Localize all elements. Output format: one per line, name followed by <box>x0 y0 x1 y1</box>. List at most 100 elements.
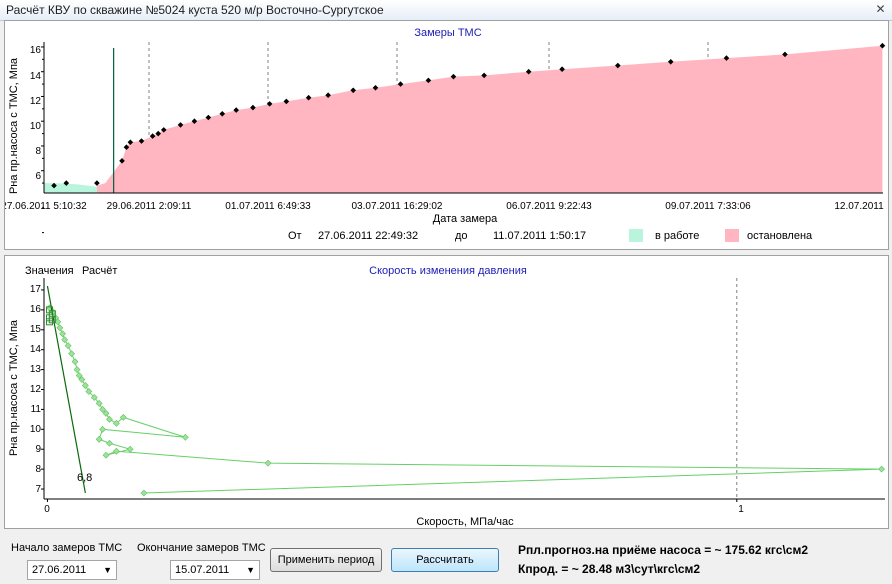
tms-data-point <box>219 110 226 117</box>
rate-data-point <box>85 388 93 395</box>
regression-line <box>46 285 86 494</box>
running-area <box>44 183 97 193</box>
tms-data-point <box>425 77 432 84</box>
tms-data-point <box>450 73 457 80</box>
forecast-pressure-result: Рпл.прогноз.на приёме насоса = ~ 175.62 … <box>518 543 808 557</box>
rate-y-tick: 10 <box>30 424 42 435</box>
tms-data-point <box>525 68 532 75</box>
title-bar: Расчёт КВУ по скважине №5024 куста 520 м… <box>0 0 892 21</box>
selected-point-marker <box>46 306 54 314</box>
close-icon[interactable]: ✕ <box>875 2 886 16</box>
tms-data-point <box>305 94 312 101</box>
period-to-value: 11.07.2011 1:50:17 <box>493 230 586 242</box>
rate-data-point <box>71 358 79 366</box>
start-date-picker[interactable]: 27.06.2011 ▼ <box>27 560 117 580</box>
rate-data-point <box>75 372 83 379</box>
rate-y-tick: 14 <box>30 344 42 355</box>
tms-data-point <box>250 104 256 111</box>
legend-label-stopped: остановлена <box>747 230 813 242</box>
rate-data-point <box>59 330 67 338</box>
tms-y-tick: 14 <box>30 71 42 82</box>
tms-axes <box>41 42 883 234</box>
legend-swatch-stopped <box>725 229 739 242</box>
tms-data-point <box>283 98 290 105</box>
tms-chart-panel: Замеры ТМС Рна пр.насоса с ТМС, Мпа Дата… <box>4 20 889 250</box>
rate-data-point <box>264 459 272 467</box>
rate-data-point <box>54 318 62 326</box>
tms-data-point <box>177 122 184 128</box>
period-from-label: От <box>288 230 302 242</box>
tms-data-point <box>63 180 70 186</box>
legend-label-running: в работе <box>655 230 699 242</box>
start-date-label: Начало замеров ТМС <box>11 542 123 554</box>
end-date-picker[interactable]: 15.07.2011 ▼ <box>170 560 260 580</box>
rate-data-point <box>90 394 98 401</box>
stopped-area <box>96 45 883 193</box>
tms-data-point <box>119 158 125 164</box>
rate-x-tick: 1 <box>738 504 744 515</box>
tms-y-tick: 6 <box>35 171 41 182</box>
tms-data-point <box>191 118 198 125</box>
rate-data-point <box>112 447 120 455</box>
chevron-down-icon[interactable]: ▼ <box>103 565 112 575</box>
tms-data-point <box>615 62 621 69</box>
rate-chart-title: Скорость изменения давления <box>369 265 527 277</box>
tms-data-point <box>138 138 145 144</box>
tms-y-tick: 12 <box>30 96 42 107</box>
rate-y-tick: 9 <box>35 444 41 455</box>
tms-data-point <box>667 59 674 65</box>
rate-y-tick: 13 <box>30 364 42 375</box>
rate-data-point <box>99 425 107 433</box>
rate-data-point <box>112 419 120 427</box>
rate-data-point <box>73 366 81 374</box>
tms-y-tick: 8 <box>35 146 41 157</box>
rate-y-tick: 12 <box>30 384 42 395</box>
rate-data-point <box>64 342 72 350</box>
rate-y-tick: 15 <box>30 324 42 335</box>
rate-data-point <box>78 376 86 383</box>
calc-column-label: Расчёт <box>82 265 117 277</box>
rate-y-tick: 8 <box>35 464 41 475</box>
rate-data-point <box>68 350 75 358</box>
end-date-value: 15.07.2011 <box>175 564 230 576</box>
window-title: Расчёт КВУ по скважине №5024 куста 520 м… <box>6 3 384 17</box>
tms-y-tick: 16 <box>30 45 42 56</box>
rate-y-tick: 16 <box>30 304 42 315</box>
rate-data-point <box>95 435 103 443</box>
rate-series <box>46 285 885 497</box>
tms-x-tick: 29.06.2011 2:09:11 <box>107 201 192 212</box>
rate-data-point <box>102 451 110 459</box>
tms-data-point <box>481 72 487 79</box>
rate-y-tick: 17 <box>30 284 42 295</box>
rate-data-point <box>56 324 64 332</box>
start-date-value: 27.06.2011 <box>32 564 87 576</box>
chevron-down-icon[interactable]: ▼ <box>246 565 255 575</box>
tms-data-point <box>325 92 331 99</box>
apply-period-button[interactable]: Применить период <box>270 548 382 572</box>
rate-data-point <box>61 336 69 344</box>
rate-data-point <box>106 415 113 423</box>
tms-data-point <box>160 127 167 133</box>
tms-data-point <box>879 42 886 49</box>
pressure-rate-panel: Значения Расчёт Скорость изменения давле… <box>4 255 889 529</box>
rate-y-tick: 7 <box>35 484 41 495</box>
rate-data-point <box>95 400 103 407</box>
tms-y-axis-label: Рна пр.насоса с ТМС, Мпа <box>8 57 20 194</box>
rate-x-tick: 0 <box>44 504 50 515</box>
rate-data-point <box>99 405 107 413</box>
tms-chart: Замеры ТМС Рна пр.насоса с ТМС, Мпа Дата… <box>5 27 886 242</box>
rate-y-axis-label: Рна пр.насоса с ТМС, Мпа <box>8 319 20 456</box>
period-from-value: 27.06.2011 22:49:32 <box>318 230 418 242</box>
rate-y-tick: 11 <box>31 404 42 415</box>
fit-end-label: 6,8 <box>77 472 92 484</box>
calculate-button[interactable]: Рассчитать <box>391 548 499 572</box>
period-to-label: до <box>455 230 468 242</box>
tms-data-point <box>559 66 565 73</box>
tms-x-tick: 01.07.2011 6:49:33 <box>225 201 311 212</box>
tms-data-point <box>205 114 212 121</box>
tms-data-point <box>51 182 57 189</box>
tms-data-point <box>782 51 788 58</box>
tms-data-point <box>397 81 404 87</box>
values-column-label: Значения <box>25 265 74 277</box>
rate-data-point <box>140 489 148 497</box>
